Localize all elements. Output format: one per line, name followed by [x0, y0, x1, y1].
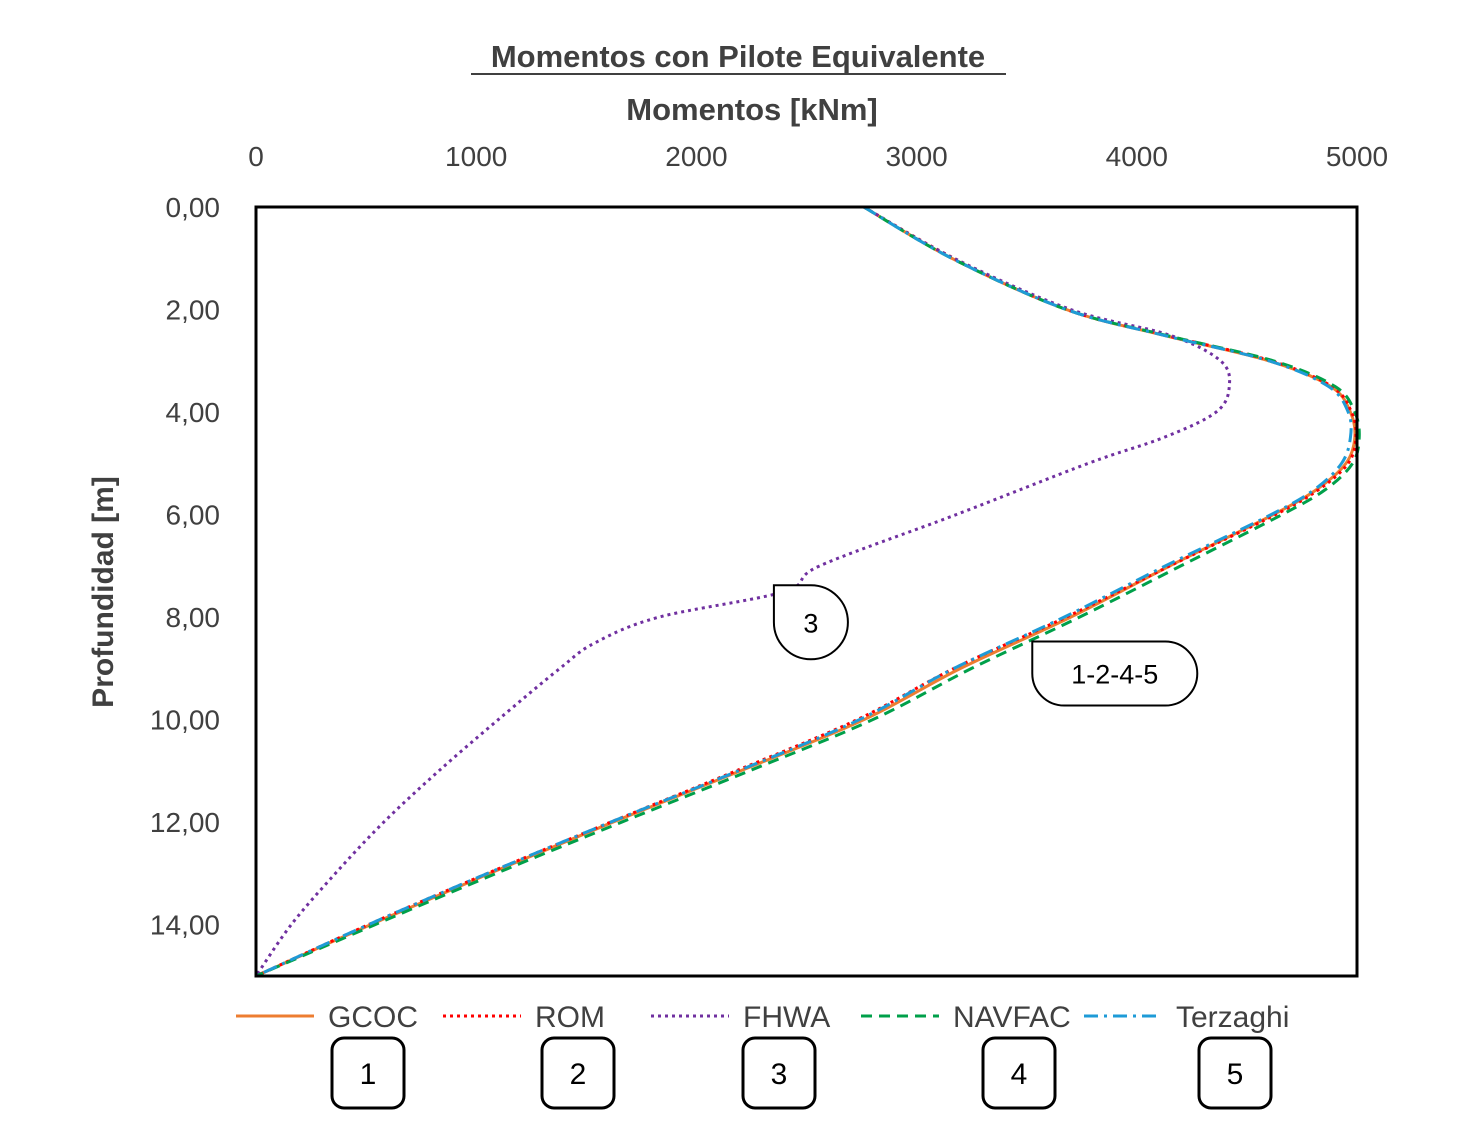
- y-axis-label: Profundidad [m]: [87, 476, 120, 708]
- x-tick-label: 4000: [1106, 141, 1168, 172]
- annotation-label: 3: [803, 608, 818, 638]
- legend-number: 4: [1011, 1058, 1028, 1091]
- legend-label: GCOC: [328, 1001, 418, 1034]
- legend-number-box: [741, 1036, 817, 1110]
- x-tick-label: 3000: [885, 141, 947, 172]
- y-tick-label: 12,00: [150, 807, 220, 838]
- annotation-layer: 3 1-2-4-5: [772, 584, 1199, 707]
- x-tick-label: 5000: [1326, 141, 1388, 172]
- x-axis-label: Momentos [kNm]: [626, 92, 877, 127]
- legend-label: NAVFAC: [953, 1001, 1071, 1034]
- legend-label: Terzaghi: [1176, 1001, 1289, 1034]
- x-tick-label: 2000: [665, 141, 727, 172]
- x-tick-label: 1000: [445, 141, 507, 172]
- legend: GCOC 1 ROM 2 FHWA 3 NAVFAC 4 Terzaghi 5: [236, 1001, 1289, 1110]
- annotation-callout: [1031, 640, 1199, 707]
- y-tick-labels: 0,00 2,00 4,00 6,00 8,00 10,00 12,00 14,00: [150, 192, 220, 941]
- series-layer: [254, 205, 1361, 978]
- y-tick-label: 6,00: [166, 500, 221, 531]
- annotation-label: 1-2-4-5: [1071, 660, 1158, 690]
- plot-area: [254, 205, 1359, 978]
- legend-label: FHWA: [743, 1001, 830, 1034]
- legend-number: 3: [771, 1058, 788, 1091]
- y-tick-label: 2,00: [166, 295, 221, 326]
- legend-number-box: [540, 1036, 616, 1110]
- legend-number: 2: [570, 1058, 587, 1091]
- legend-label: ROM: [535, 1001, 605, 1034]
- x-tick-labels: 0 1000 2000 3000 4000 5000: [248, 141, 1388, 172]
- y-tick-label: 10,00: [150, 705, 220, 736]
- legend-number: 5: [1227, 1058, 1244, 1091]
- x-tick-label: 0: [248, 141, 264, 172]
- legend-number-box: [981, 1036, 1057, 1110]
- y-tick-label: 4,00: [166, 397, 221, 428]
- legend-number: 1: [360, 1058, 377, 1091]
- series-line-terzaghi: [255, 205, 1353, 978]
- series-line-fhwa: [254, 205, 1232, 977]
- y-tick-label: 0,00: [166, 192, 221, 223]
- legend-number-box: [330, 1036, 406, 1110]
- y-tick-label: 8,00: [166, 602, 221, 633]
- chart-title: Momentos con Pilote Equivalente: [491, 39, 985, 74]
- annotation-callout: [772, 584, 849, 661]
- legend-number-box: [1197, 1036, 1273, 1110]
- y-tick-label: 14,00: [150, 910, 220, 941]
